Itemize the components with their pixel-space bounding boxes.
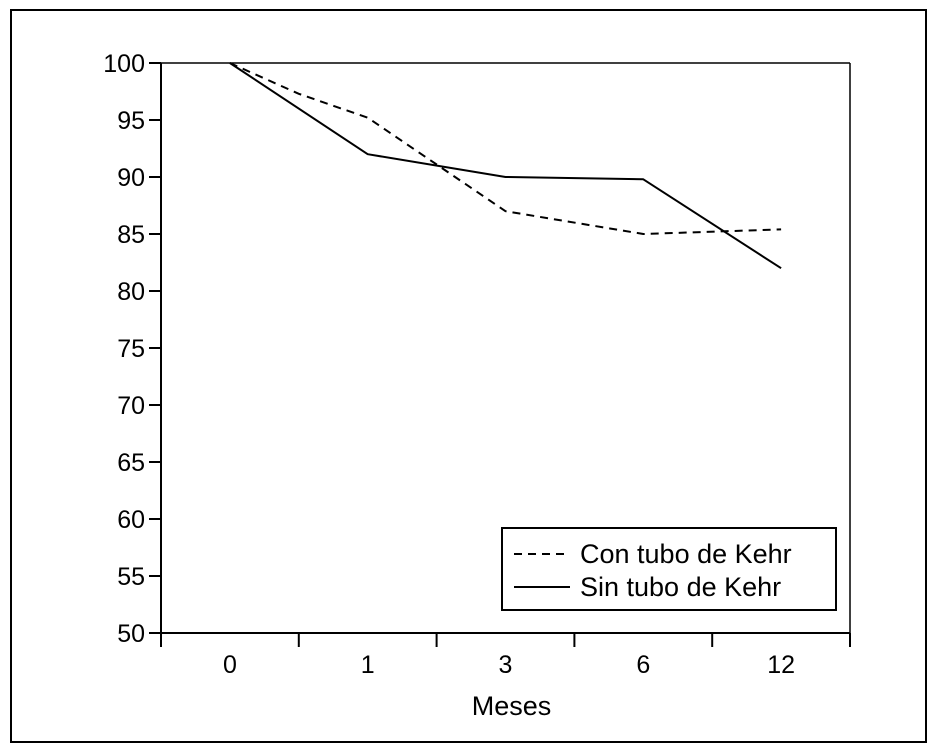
chart-frame [10, 9, 927, 743]
y-tick-label: 90 [117, 164, 145, 192]
y-tick-label: 80 [117, 278, 145, 306]
x-tick-label: 12 [767, 651, 795, 679]
legend: Con tubo de Kehr Sin tubo de Kehr [501, 527, 837, 611]
y-tick-label: 60 [117, 506, 145, 534]
y-ticks: 50 55 60 65 70 75 80 85 90 95 100 [103, 50, 161, 648]
x-ticks: 0 1 3 6 12 [160, 633, 851, 679]
y-tick-label: 100 [103, 50, 145, 78]
legend-box [501, 527, 837, 611]
y-tick-label: 70 [117, 392, 145, 420]
y-tick-label: 85 [117, 221, 145, 249]
x-tick-label: 1 [361, 651, 375, 679]
legend-label-con-tubo: Con tubo de Kehr [580, 539, 792, 569]
series-lines [229, 62, 782, 270]
y-tick-label: 75 [117, 335, 145, 363]
y-tick-label: 95 [117, 107, 145, 135]
x-tick-label: 3 [499, 651, 513, 679]
x-axis-title: Meses [472, 691, 552, 721]
x-tick-label: 6 [636, 651, 650, 679]
x-tick-label: 0 [223, 651, 237, 679]
legend-label-sin-tubo: Sin tubo de Kehr [580, 572, 781, 602]
series-line-con-tubo [229, 62, 782, 235]
y-tick-label: 65 [117, 449, 145, 477]
y-tick-label: 55 [117, 563, 145, 591]
series-line-sin-tubo [229, 62, 782, 270]
y-tick-label: 50 [117, 620, 145, 648]
